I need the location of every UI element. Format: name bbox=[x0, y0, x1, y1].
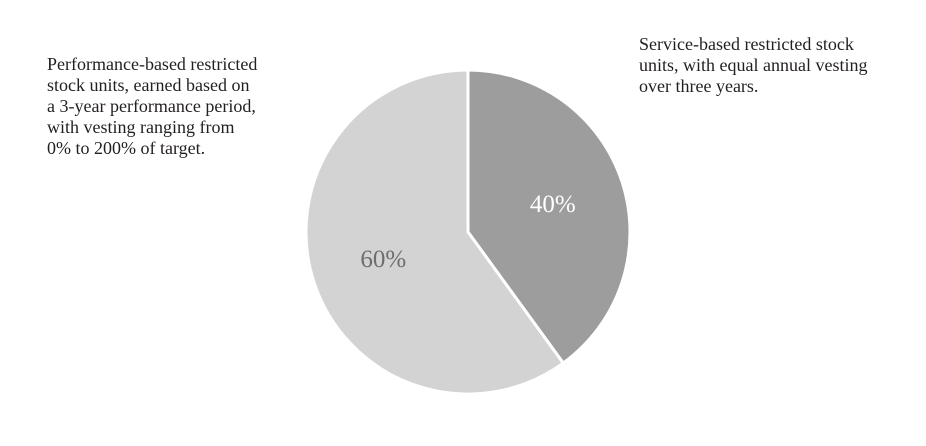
performance-rsu-description: Performance-based restricted stock units… bbox=[47, 54, 258, 158]
service-rsu-description: Service-based restricted stock units, wi… bbox=[639, 34, 868, 96]
pie-slices bbox=[304, 68, 632, 396]
pie-slice-40-percent bbox=[466, 68, 632, 366]
slice-label-60-percent: 60% bbox=[360, 246, 406, 273]
pie-slice-labels: 40% 60% bbox=[360, 191, 575, 273]
pie-slice-60-percent bbox=[304, 68, 566, 396]
slice-label-40-percent: 40% bbox=[530, 191, 576, 218]
